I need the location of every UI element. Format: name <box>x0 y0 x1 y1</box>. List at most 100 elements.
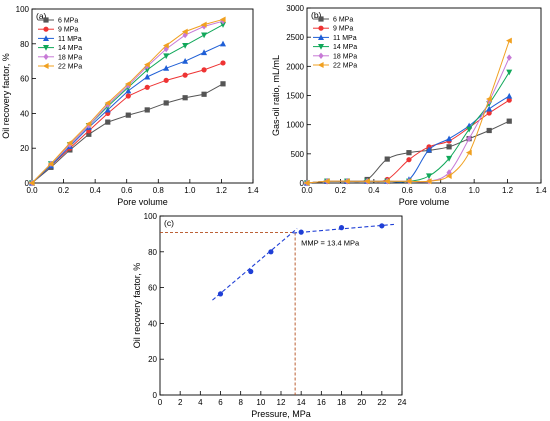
fit-line <box>212 228 298 301</box>
x-tick-label: 0.6 <box>121 186 133 195</box>
data-point <box>466 135 472 142</box>
data-point <box>105 119 111 125</box>
x-tick-label: 0.2 <box>58 186 70 195</box>
series-18-mpa <box>29 17 226 187</box>
legend-marker <box>318 52 324 59</box>
y-tick-label: 80 <box>20 40 29 49</box>
data-point <box>363 178 370 185</box>
legend-marker <box>43 45 49 51</box>
data-point <box>217 291 224 297</box>
data-point <box>379 223 385 229</box>
y-tick-label: 2500 <box>286 33 304 42</box>
x-tick-label: 0.4 <box>90 186 102 195</box>
data-point <box>506 92 513 99</box>
data-point <box>125 80 131 87</box>
x-tick-label: 6 <box>218 398 223 407</box>
data-point <box>486 110 492 116</box>
data-point <box>406 150 412 156</box>
data-point <box>163 77 169 83</box>
data-point <box>144 107 150 113</box>
data-point <box>303 180 310 186</box>
x-tick-label: 0 <box>158 398 163 407</box>
data-point <box>125 112 131 118</box>
x-tick-label: 1.4 <box>247 186 259 195</box>
data-point <box>182 72 188 78</box>
legend-marker <box>318 44 324 50</box>
x-tick-label: 1.2 <box>502 186 514 195</box>
legend-entry: 9 MPa <box>38 26 78 34</box>
data-point <box>182 42 189 49</box>
legend-entry: 11 MPa <box>38 35 82 43</box>
legend-label: 6 MPa <box>333 17 353 24</box>
data-point <box>343 178 350 185</box>
data-point <box>220 22 227 28</box>
y-tick-label: 80 <box>148 248 157 257</box>
data-point <box>67 141 73 148</box>
data-point <box>219 16 226 23</box>
data-point <box>446 135 453 142</box>
series-22-mpa <box>303 37 512 186</box>
x-tick-label: 22 <box>377 398 386 407</box>
y-tick-label: 40 <box>148 319 157 328</box>
legend-entry: 14 MPa <box>38 45 82 52</box>
x-tick-label: 18 <box>337 398 346 407</box>
legend-label: 9 MPa <box>58 27 78 34</box>
data-point <box>446 144 452 150</box>
series-line <box>31 62 224 184</box>
data-point <box>85 120 92 127</box>
legend-label: 9 MPa <box>333 26 353 33</box>
mmp-annotation: MMP = 13.4 MPa <box>301 238 360 247</box>
data-point <box>338 225 345 231</box>
data-point <box>182 58 189 64</box>
panel-c-recovery-vs-pressure: 0 2 4 6 8 10 12 14 16 18 20 22 24020406080100Pressur… <box>132 212 407 419</box>
x-tick-label: 12 <box>277 398 286 407</box>
legend-label: 14 MPa <box>58 45 82 52</box>
x-tick-label: 0.8 <box>435 186 447 195</box>
x-tick-label: 16 <box>317 398 326 407</box>
data-point <box>163 53 170 60</box>
data-point <box>506 69 513 76</box>
legend-label: 11 MPa <box>333 35 357 42</box>
legend-label: 14 MPa <box>333 44 357 51</box>
data-point <box>125 93 131 99</box>
panel-label: (c) <box>164 218 174 228</box>
series-line <box>31 83 224 184</box>
data-point <box>384 178 390 185</box>
data-point <box>200 21 207 28</box>
x-tick-label: 0.6 <box>402 186 414 195</box>
y-tick-label: 20 <box>148 355 157 364</box>
legend-marker <box>318 16 324 22</box>
data-point <box>466 126 473 133</box>
legend-marker <box>42 63 49 69</box>
data-point <box>181 28 188 35</box>
series-18-mpa <box>304 54 512 187</box>
data-point <box>201 49 208 56</box>
data-point <box>248 268 254 275</box>
plot-frame <box>159 215 403 396</box>
data-point <box>506 54 512 61</box>
legend-marker <box>43 26 49 32</box>
legend-entry: 18 MPa <box>38 53 82 61</box>
legend-marker <box>43 35 49 41</box>
legend-entry: 6 MPa <box>38 17 78 25</box>
legend-label: 18 MPa <box>58 54 82 61</box>
y-tick-label: 1500 <box>286 92 304 101</box>
legend-marker <box>318 25 324 31</box>
x-tick-label: 24 <box>398 398 407 407</box>
y-tick-label: 0 <box>25 179 30 188</box>
y-tick-label: 2000 <box>286 62 304 71</box>
x-tick-label: 1.0 <box>469 186 481 195</box>
x-axis-label: Pressure, MPa <box>251 409 311 419</box>
data-point <box>384 156 390 162</box>
data-point <box>426 146 433 153</box>
x-tick-label: 0.8 <box>153 186 165 195</box>
series-line <box>306 57 510 184</box>
legend-label: 11 MPa <box>58 36 82 43</box>
legend-marker <box>43 53 49 60</box>
legend-entry: 11 MPa <box>313 34 357 42</box>
data-point <box>405 178 412 185</box>
y-tick-label: 0 <box>153 391 158 400</box>
data-point <box>220 81 226 87</box>
x-tick-label: 8 <box>238 398 243 407</box>
